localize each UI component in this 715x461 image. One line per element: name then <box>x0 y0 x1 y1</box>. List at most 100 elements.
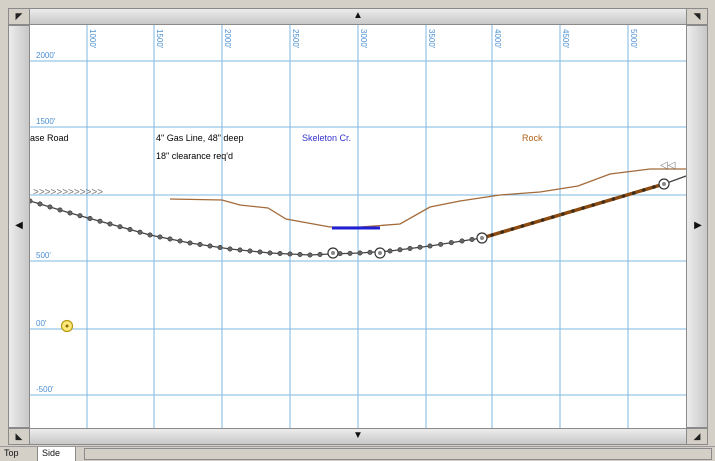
tab-strip-filler <box>84 448 712 460</box>
annotations: ase Road 4" Gas Line, 48" deep 18" clear… <box>30 133 676 198</box>
drill-rod-bead <box>347 250 353 256</box>
y-tick-label: -500' <box>36 385 54 394</box>
drill-rod-bead <box>107 221 113 227</box>
rock-rod-bead <box>550 215 555 219</box>
rock-rod-bead <box>581 206 585 210</box>
drill-rod-bead <box>387 248 393 254</box>
drill-rod-bead <box>287 251 293 257</box>
scroll-up-icon[interactable]: ▲ <box>353 10 363 21</box>
drill-rod-bead <box>257 249 263 255</box>
tab-side[interactable]: Side <box>38 447 76 461</box>
drill-rod-bead <box>157 234 163 240</box>
rock-rod-bead <box>611 197 616 201</box>
x-tick-label: 3000' <box>359 29 368 49</box>
x-tick-label: 5000' <box>629 29 638 49</box>
rock-rod-bead <box>601 200 606 204</box>
drill-rod-bead <box>227 246 233 252</box>
drill-rod-bead <box>427 243 433 249</box>
gas-line-label: 4" Gas Line, 48" deep <box>156 133 243 143</box>
drill-rod-bead <box>97 218 103 224</box>
bottom-right-corner-icon[interactable]: ◢ <box>686 428 708 445</box>
drill-rod-bead <box>469 237 475 243</box>
profile-canvas[interactable]: 1000' 1500' 2000' 2500' 3000' 3500' 4000' 4500'… <box>30 25 686 428</box>
target-marker-center-icon <box>65 324 69 328</box>
x-tick-label: 2000' <box>223 29 232 49</box>
rock-rod-bead <box>571 209 575 213</box>
ground-profile <box>169 168 686 230</box>
drill-rod-bead <box>217 245 223 251</box>
drill-rod-bead <box>87 216 93 222</box>
rock-rod-bead <box>561 212 565 216</box>
rock-rod-bead <box>540 218 545 222</box>
drill-rod-bead <box>30 198 33 204</box>
y-tick-label: 500' <box>36 251 51 260</box>
drill-rod-bead <box>459 238 465 244</box>
rock-rod-bead <box>591 203 596 207</box>
top-left-corner-icon[interactable]: ◤ <box>8 8 30 25</box>
rock-rod-bead <box>652 185 656 189</box>
drill-rod-bead <box>297 252 303 258</box>
top-right-corner-icon[interactable]: ◥ <box>686 8 708 25</box>
rock-rod-bead <box>490 233 494 237</box>
x-tick-label: 4000' <box>493 29 502 49</box>
ground-surface-line <box>169 168 686 228</box>
view-tabs: Top Side <box>0 446 715 461</box>
rock-rod-bead <box>530 221 535 225</box>
waypoint-marker-center-icon <box>331 251 335 255</box>
exit-arrows: ◁◁ <box>660 160 676 171</box>
drill-rod-bead <box>267 250 273 256</box>
rock-rod-bead <box>520 224 525 228</box>
drill-rod-bead <box>137 229 143 235</box>
drill-rod-bead <box>77 213 83 219</box>
grid <box>30 25 686 428</box>
rock-rod-bead <box>510 227 515 231</box>
drill-rod-bead <box>197 242 203 248</box>
x-tick-label: 4500' <box>561 29 570 49</box>
drill-rod-bead <box>407 246 413 252</box>
drill-rod-bead <box>307 252 313 258</box>
drill-rod-bead <box>438 241 444 247</box>
clearance-label: 18" clearance req'd <box>156 151 233 161</box>
rock-rod-bead <box>641 188 646 192</box>
markers <box>60 319 74 333</box>
entry-arrows: >>>>>>>>>>>> <box>33 187 103 198</box>
drill-rod-bead <box>397 247 403 253</box>
drill-rod-bead <box>67 210 73 216</box>
scroll-right-icon[interactable]: ▶ <box>694 220 702 231</box>
rock-label: Rock <box>522 133 543 143</box>
rock-rod-bead <box>621 194 626 198</box>
drill-path <box>30 175 686 259</box>
x-tick-label: 3500' <box>427 29 436 49</box>
y-tick-label: 2000' <box>36 51 56 60</box>
drill-rod-bead <box>367 249 373 255</box>
drill-rod-bead <box>177 238 183 244</box>
drill-rod-bead <box>57 207 63 213</box>
drill-rod-bead <box>47 204 53 210</box>
scroll-left-icon[interactable]: ◀ <box>15 220 23 231</box>
drill-rod-bead <box>37 201 43 207</box>
drill-rod-bead <box>167 236 173 242</box>
left-scrollbar[interactable] <box>8 25 30 428</box>
x-tick-label: 2500' <box>291 29 300 49</box>
y-tick-label: 00' <box>36 319 47 328</box>
drill-rod-bead <box>357 250 363 256</box>
creek-label: Skeleton Cr. <box>302 133 351 143</box>
tab-top[interactable]: Top <box>0 447 38 461</box>
y-tick-label: 1500' <box>36 117 56 126</box>
drill-rod-bead <box>237 247 243 253</box>
road-label: ase Road <box>30 133 69 143</box>
waypoint-marker-center-icon <box>480 236 484 240</box>
axis-tick-labels: 1000' 1500' 2000' 2500' 3000' 3500' 4000' 4500'… <box>36 29 638 394</box>
right-scrollbar[interactable] <box>686 25 708 428</box>
drill-rod-bead <box>117 224 123 230</box>
scroll-down-icon[interactable]: ▼ <box>353 430 363 441</box>
waypoint-marker-center-icon <box>662 182 666 186</box>
rock-rod-bead <box>500 230 505 234</box>
profile-drawing[interactable]: 1000' 1500' 2000' 2500' 3000' 3500' 4000' 4500'… <box>30 25 686 428</box>
drill-rod-bead <box>277 251 283 257</box>
drill-rod-bead <box>187 240 193 246</box>
drill-rod-bead <box>448 240 454 246</box>
drill-rod-bead <box>247 248 253 254</box>
bottom-left-corner-icon[interactable]: ◣ <box>8 428 30 445</box>
